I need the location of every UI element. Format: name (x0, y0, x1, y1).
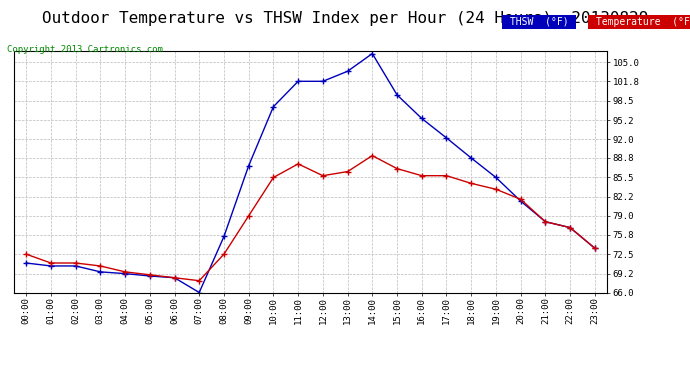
Text: Outdoor Temperature vs THSW Index per Hour (24 Hours)  20130829: Outdoor Temperature vs THSW Index per Ho… (42, 11, 648, 26)
Text: Copyright 2013 Cartronics.com: Copyright 2013 Cartronics.com (7, 45, 163, 54)
Text: THSW  (°F): THSW (°F) (504, 17, 574, 27)
Text: Temperature  (°F): Temperature (°F) (590, 17, 690, 27)
